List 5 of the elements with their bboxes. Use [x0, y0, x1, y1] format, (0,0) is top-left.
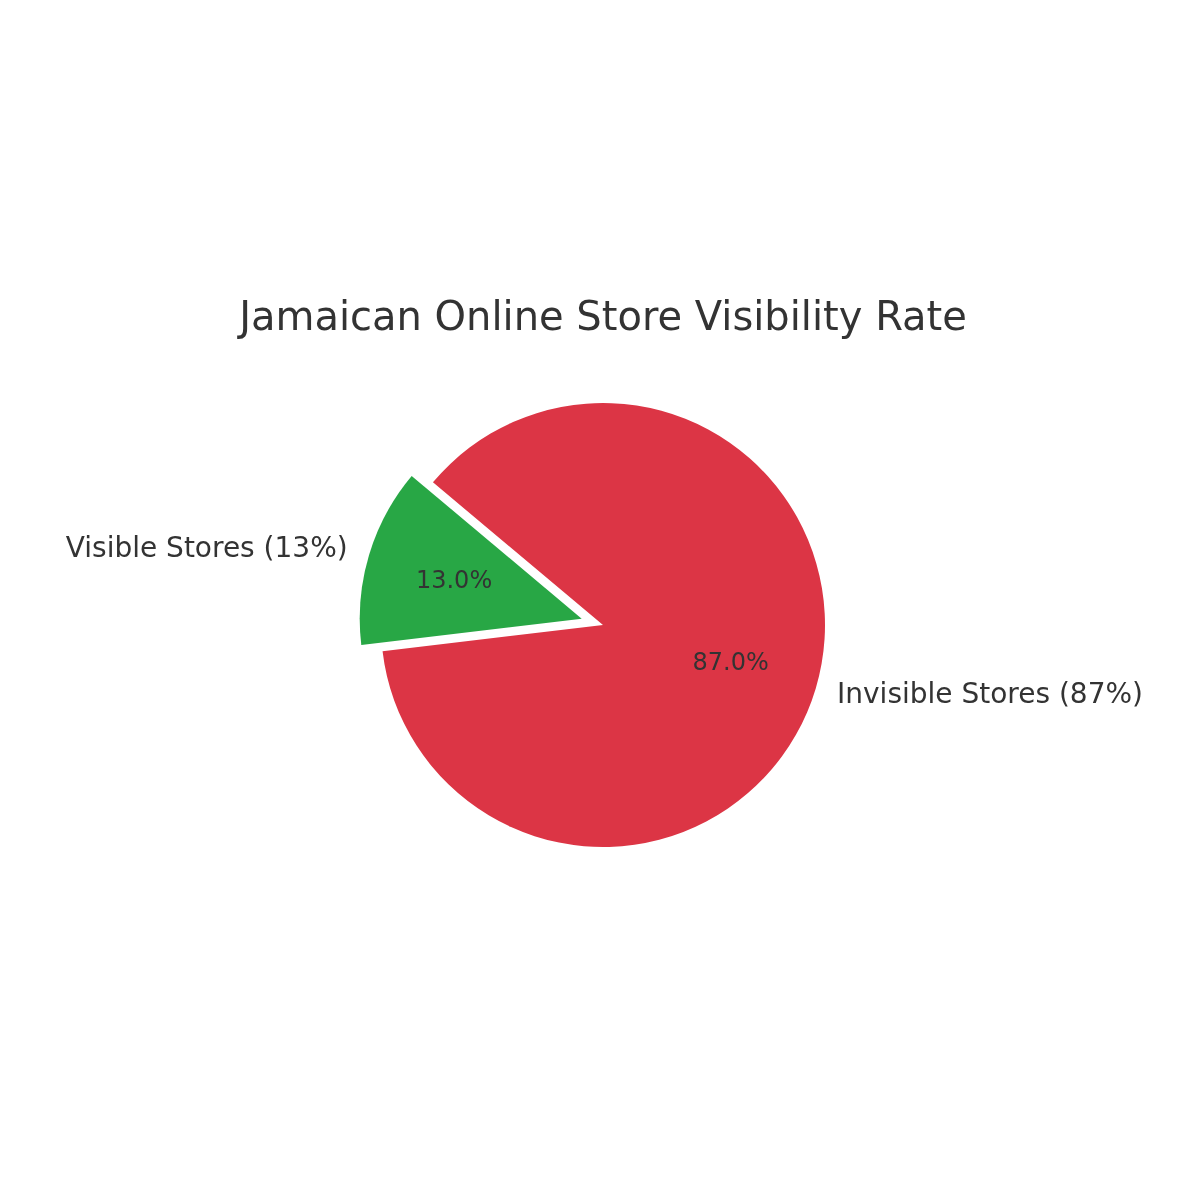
data-label: 87.0% — [692, 648, 769, 677]
slice-label: Visible Stores (13%) — [65, 530, 348, 564]
data-label: 13.0% — [415, 565, 493, 594]
slice-label: Invisible Stores (87%) — [837, 676, 1144, 710]
chart-title: Jamaican Online Store Visibility Rate — [236, 293, 967, 339]
